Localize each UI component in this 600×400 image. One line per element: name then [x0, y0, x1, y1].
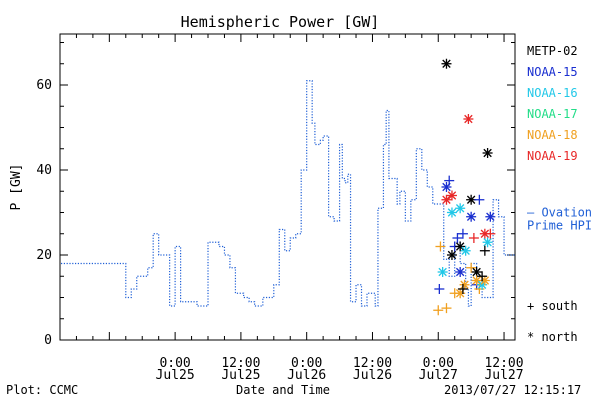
observation-north-marker	[441, 182, 452, 192]
legend-entry-metp-02: METP-02	[527, 44, 578, 58]
x-axis-label: Date and Time	[236, 383, 330, 397]
observation-south-marker	[441, 303, 452, 314]
observation-south-marker	[457, 228, 468, 239]
x-tick-date-label: Jul25	[156, 368, 195, 383]
observation-north-marker	[485, 211, 496, 222]
observation-north-marker	[460, 245, 471, 256]
observation-north-marker	[482, 148, 493, 158]
x-tick-date-label: Jul27	[484, 368, 523, 383]
observation-north-marker	[437, 267, 448, 277]
ovation-legend-line2: Prime HPI	[527, 219, 592, 233]
x-tick-time-label: 12:00	[221, 356, 260, 371]
observation-north-marker	[455, 241, 466, 252]
observation-north-marker	[479, 228, 490, 239]
x-axis: 0:00Jul2512:00Jul250:00Jul2612:00Jul260:…	[75, 34, 524, 383]
marker-stroke	[472, 267, 481, 277]
series-line	[61, 80, 515, 307]
observation-south-marker	[466, 262, 477, 273]
marker-stroke	[447, 208, 457, 217]
marker-stroke	[486, 212, 495, 221]
marker-stroke	[447, 250, 457, 260]
x-tick-date-label: Jul26	[287, 368, 326, 383]
x-tick-time-label: 12:00	[353, 356, 392, 371]
observation-south-marker	[435, 241, 446, 252]
marker-stroke	[447, 191, 457, 200]
observation-north-marker	[459, 279, 470, 290]
observation-north-marker	[463, 114, 474, 124]
marker-stroke	[455, 267, 465, 277]
marker-stroke	[483, 148, 492, 158]
legend-entry-noaa-17: NOAA-17	[527, 107, 578, 121]
series-layer	[61, 80, 515, 307]
y-axis-label: P [GW]	[9, 164, 24, 211]
observation-south-marker	[474, 194, 485, 205]
satellite-legend: METP-02 NOAA-15 NOAA-16 NOAA-17 NOAA-18 NOAA-…	[527, 44, 578, 170]
x-tick-date-label: Jul26	[353, 368, 392, 383]
observation-north-marker	[482, 237, 493, 248]
y-tick-label: 40	[36, 163, 52, 178]
marker-stroke	[472, 276, 481, 285]
marker-stroke	[461, 246, 470, 255]
observation-north-marker	[479, 275, 490, 286]
chart-title: Hemispheric Power [GW]	[181, 13, 380, 31]
legend-entry-noaa-19: NOAA-19	[527, 149, 578, 163]
observation-north-marker	[455, 267, 466, 277]
x-tick-time-label: 12:00	[484, 356, 523, 371]
observations-layer	[433, 58, 496, 316]
plot-credit: Plot: CCMC	[6, 383, 79, 397]
marker-stroke	[466, 195, 476, 204]
observation-north-marker	[455, 288, 466, 299]
observation-south-marker	[434, 284, 445, 294]
marker-stroke	[442, 195, 451, 204]
timestamp: 2013/07/27 12:15:17	[444, 383, 582, 397]
y-tick-label: 0	[44, 333, 52, 348]
y-axis: 0 20 40 60	[36, 42, 515, 348]
x-tick-date-label: Jul27	[419, 368, 458, 383]
ovation-legend-line1: – Ovation	[527, 206, 592, 220]
observation-north-marker	[466, 211, 477, 222]
observation-south-marker	[468, 233, 479, 243]
observation-north-marker	[455, 203, 466, 214]
x-tick-time-label: 0:00	[159, 356, 190, 371]
marker-stroke	[438, 267, 447, 277]
legend-entry-noaa-16: NOAA-16	[527, 86, 578, 100]
legend-entry-noaa-18: NOAA-18	[527, 128, 578, 142]
observation-north-marker	[446, 250, 457, 260]
marker-stroke	[460, 280, 469, 289]
observation-north-marker	[441, 194, 452, 205]
observation-south-marker	[433, 305, 444, 316]
marker-stroke	[464, 114, 473, 124]
marker-stroke	[455, 242, 465, 251]
plot-frame	[59, 33, 516, 341]
marker-stroke	[455, 204, 465, 213]
observation-south-marker	[452, 233, 463, 243]
marker-stroke	[466, 212, 476, 221]
marker-stroke	[480, 229, 490, 238]
marker-legend-south: + south	[527, 299, 578, 313]
x-tick-time-label: 0:00	[291, 356, 322, 371]
marker-stroke	[480, 276, 490, 285]
observation-south-marker	[479, 245, 490, 256]
observation-south-marker	[485, 228, 496, 239]
observation-south-marker	[457, 284, 468, 294]
x-tick-time-label: 0:00	[423, 356, 454, 371]
marker-legend-north: * north	[527, 330, 578, 344]
y-tick-label: 20	[36, 248, 52, 263]
marker-stroke	[483, 238, 492, 247]
observation-north-marker	[466, 194, 477, 205]
observation-north-marker	[446, 190, 457, 201]
observation-north-marker	[441, 58, 452, 69]
observation-north-marker	[471, 267, 482, 277]
x-tick-date-label: Jul25	[221, 368, 260, 383]
observation-north-marker	[471, 275, 482, 286]
legend-entry-noaa-15: NOAA-15	[527, 65, 578, 79]
marker-stroke	[442, 59, 451, 68]
observation-south-marker	[444, 175, 455, 186]
observation-south-marker	[477, 271, 488, 282]
observation-north-marker	[446, 207, 457, 218]
y-tick-label: 60	[36, 78, 52, 93]
